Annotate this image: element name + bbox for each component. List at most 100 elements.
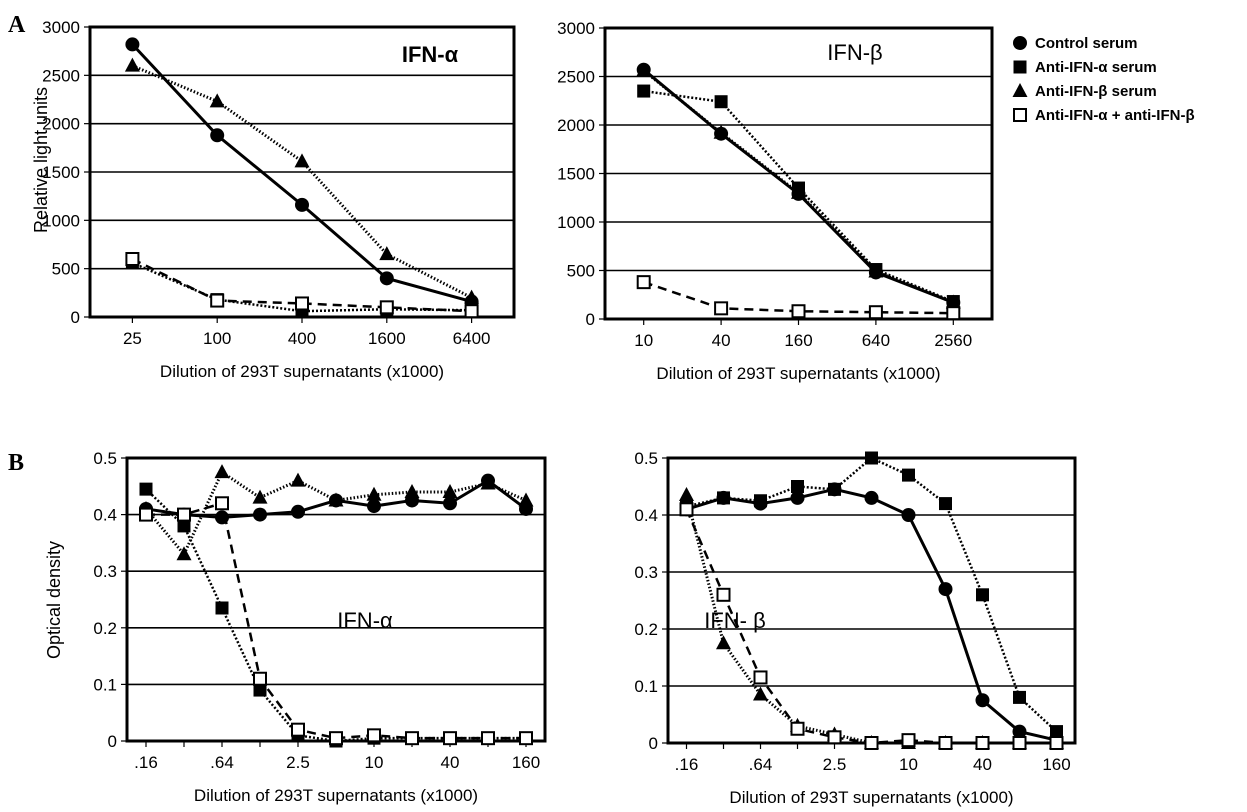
y-tick-label: 0.3: [634, 563, 658, 582]
data-point: [679, 502, 694, 517]
x-tick-label: .16: [134, 753, 158, 772]
x-tick-label: 160: [512, 753, 540, 772]
data-point: [295, 296, 309, 311]
data-point: [975, 693, 990, 708]
data-point: [215, 496, 229, 511]
y-tick-label: 0.5: [634, 449, 658, 468]
series-3: [124, 57, 480, 304]
series-line: [131, 257, 472, 313]
data-point: [253, 507, 267, 522]
data-point: [901, 733, 916, 748]
y-tick-label: 500: [52, 260, 80, 279]
y-tick-label: 0: [586, 310, 595, 329]
data-point: [636, 62, 652, 77]
data-point: [938, 582, 953, 597]
data-point: [790, 721, 805, 736]
data-point: [865, 451, 878, 465]
data-point: [366, 486, 382, 501]
series-4: [636, 275, 961, 321]
data-point: [1012, 724, 1027, 739]
x-tick-label: 400: [288, 329, 316, 348]
x-tick-label: 40: [441, 753, 460, 772]
x-tick-label: 10: [899, 755, 918, 774]
data-point: [716, 635, 731, 650]
data-point: [464, 304, 479, 319]
data-point: [637, 84, 651, 98]
series-4: [139, 496, 533, 746]
x-tick-label: .16: [675, 755, 699, 774]
y-tick-label: 0.5: [93, 449, 117, 468]
data-point: [209, 93, 225, 108]
data-point: [379, 246, 395, 261]
chart-1: 0 500 1000 1500 2000 2500 3000 25 100 400 1600 6400…: [31, 18, 516, 381]
data-point: [379, 271, 394, 286]
data-point: [481, 731, 495, 746]
data-point: [975, 736, 990, 750]
data-point: [215, 601, 229, 615]
x-tick-label: 6400: [453, 329, 491, 348]
x-tick-label: 160: [784, 331, 812, 350]
legend-marker: [1013, 108, 1027, 122]
data-point: [518, 492, 534, 507]
legend-label: Control serum: [1035, 35, 1138, 52]
y-tick-label: 0.1: [93, 675, 117, 694]
data-point: [404, 483, 420, 498]
chart-title: IFN-β: [827, 40, 882, 65]
data-point: [291, 722, 305, 737]
panel-label-b: B: [8, 450, 24, 476]
data-point: [1013, 690, 1026, 704]
series-3: [636, 62, 961, 309]
data-point: [176, 546, 192, 561]
data-point: [714, 95, 728, 109]
series-line: [643, 89, 954, 303]
x-tick-label: 2.5: [286, 753, 310, 772]
y-tick-label: 2000: [42, 115, 80, 134]
data-point: [295, 197, 309, 212]
chart-title: IFN-α: [402, 42, 459, 67]
x-tick-label: 25: [123, 329, 142, 348]
data-point: [177, 507, 191, 522]
data-point: [791, 304, 806, 319]
y-tick-label: 0.2: [634, 620, 658, 639]
x-tick-label: .64: [749, 755, 773, 774]
data-point: [290, 472, 306, 487]
data-point: [442, 483, 458, 498]
chart-4: 0 0.1 0.2 0.3 0.4 0.5 .16 .64 2.5 10 40 160 Dilution…: [634, 449, 1077, 807]
data-point: [901, 508, 916, 522]
data-point: [139, 507, 153, 522]
x-tick-label: .64: [210, 753, 234, 772]
y-tick-label: 2500: [42, 66, 80, 85]
data-point: [790, 490, 805, 505]
data-point: [291, 504, 305, 519]
legend: Control serum Anti-IFN-α serum Anti-IFN-β …: [1012, 35, 1195, 124]
data-point: [519, 731, 533, 746]
x-axis-label: Dilution of 293T supernatants (x1000): [656, 364, 940, 383]
y-tick-label: 2000: [557, 116, 595, 135]
y-tick-label: 500: [567, 262, 595, 281]
y-tick-label: 3000: [557, 19, 595, 38]
legend-label: Anti-IFN-α serum: [1035, 59, 1157, 76]
data-point: [791, 480, 804, 493]
legend-marker: [1012, 83, 1028, 97]
series-line: [145, 488, 526, 743]
data-point: [253, 671, 267, 686]
y-tick-label: 1000: [557, 213, 595, 232]
y-tick-label: 0: [71, 308, 80, 327]
data-point: [1049, 736, 1064, 750]
legend-item: Control serum: [1013, 35, 1138, 52]
series-1: [125, 37, 479, 309]
legend-item: Anti-IFN-α serum: [1013, 59, 1157, 76]
data-point: [939, 497, 952, 511]
data-point: [177, 519, 191, 533]
series-line: [144, 469, 527, 557]
data-point: [210, 128, 225, 143]
y-tick-label: 0.4: [634, 506, 658, 525]
data-point: [367, 728, 381, 743]
data-point: [868, 305, 883, 320]
data-point: [253, 683, 267, 697]
data-point: [443, 731, 457, 746]
data-point: [443, 496, 457, 511]
data-point: [753, 686, 768, 701]
y-axis-label: Optical density: [44, 541, 64, 659]
